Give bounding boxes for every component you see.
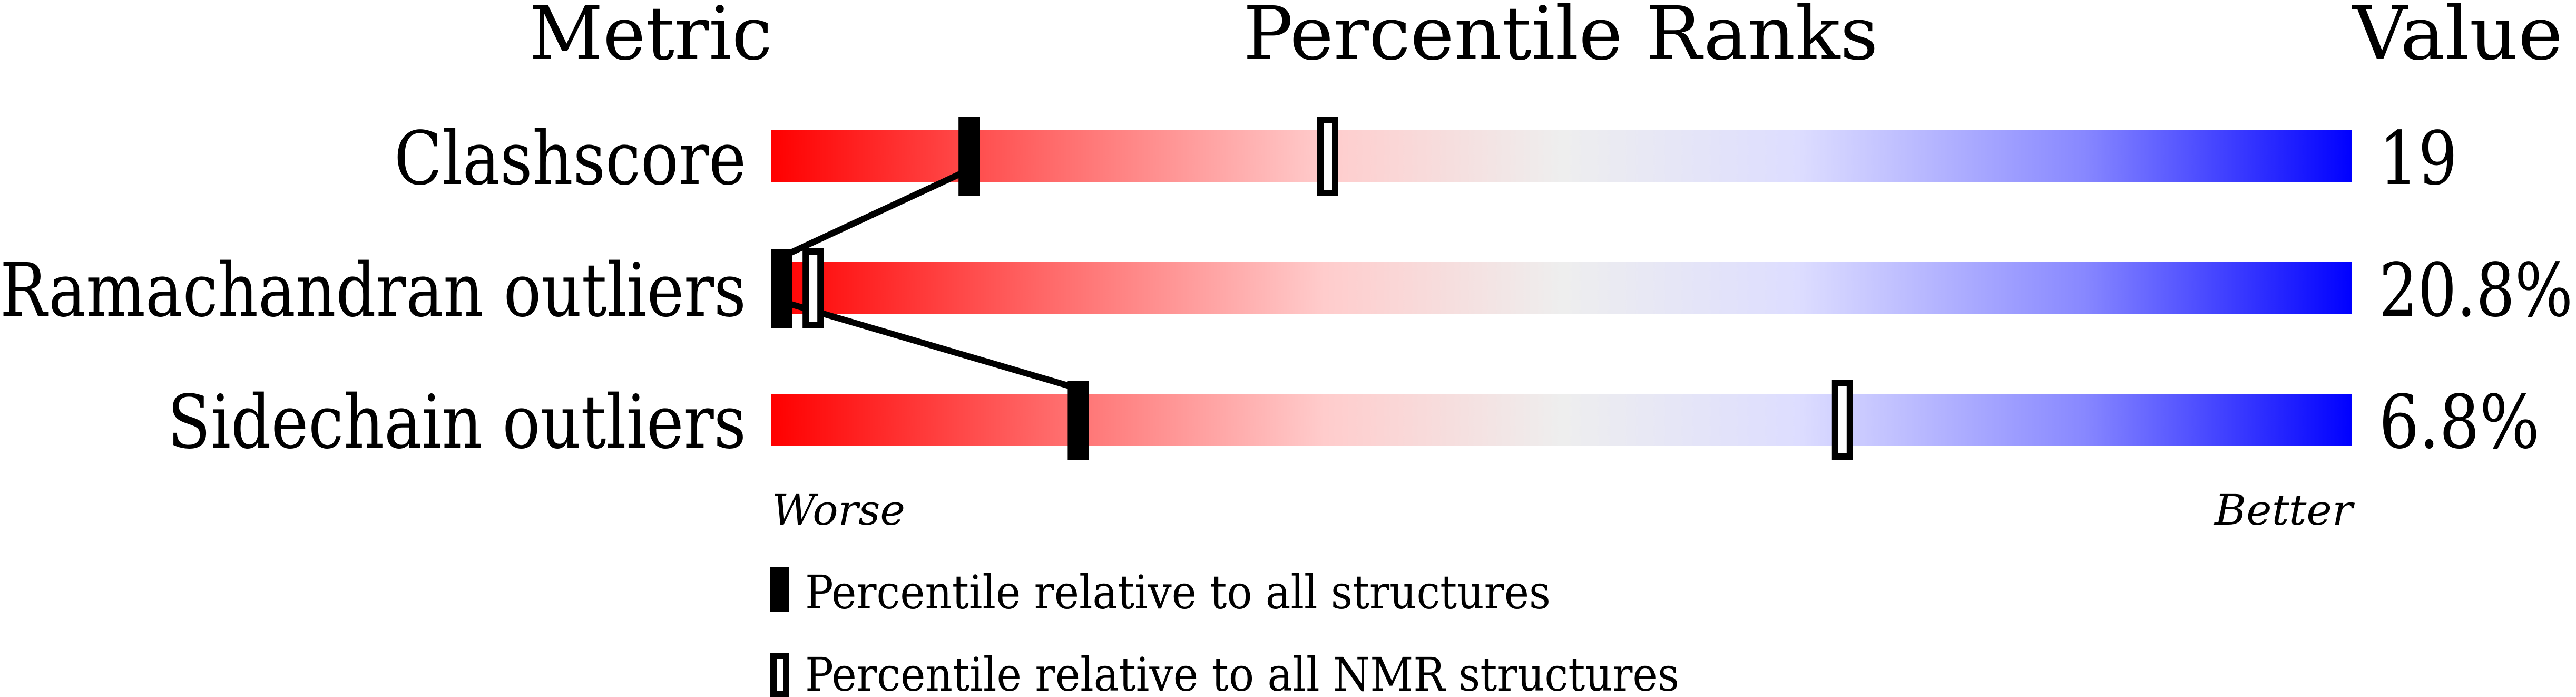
all-percentile-marker bbox=[958, 117, 980, 196]
all-percentile-marker bbox=[771, 249, 792, 328]
legend-open-marker-icon bbox=[770, 653, 789, 697]
header-metric: Metric bbox=[530, 0, 772, 77]
percentile-bar bbox=[771, 130, 2352, 182]
legend-all-structures: Percentile relative to all structures bbox=[805, 565, 1551, 619]
legend-filled-marker-icon bbox=[770, 567, 789, 612]
percentile-bar bbox=[771, 394, 2352, 446]
metric-value: 19 bbox=[2379, 116, 2457, 202]
connector-line bbox=[780, 167, 971, 260]
metric-value: 20.8% bbox=[2379, 248, 2573, 334]
better-label: Better bbox=[2213, 486, 2355, 535]
connector-line bbox=[781, 298, 1080, 392]
worse-label: Worse bbox=[772, 486, 905, 535]
percentile-bar bbox=[771, 262, 2352, 314]
metric-label: Sidechain outliers bbox=[168, 380, 746, 466]
nmr-percentile-marker bbox=[1831, 380, 1853, 460]
nmr-percentile-marker bbox=[802, 248, 824, 328]
all-percentile-marker bbox=[1067, 381, 1089, 460]
metric-label: Clashscore bbox=[394, 116, 746, 202]
legend-nmr-structures: Percentile relative to all NMR structure… bbox=[805, 647, 1679, 697]
header-value: Value bbox=[2352, 0, 2563, 77]
metric-label: Ramachandran outliers bbox=[0, 248, 746, 334]
header-percentile-ranks: Percentile Ranks bbox=[1243, 0, 1878, 77]
metric-value: 6.8% bbox=[2379, 380, 2540, 466]
nmr-percentile-marker bbox=[1317, 117, 1338, 196]
